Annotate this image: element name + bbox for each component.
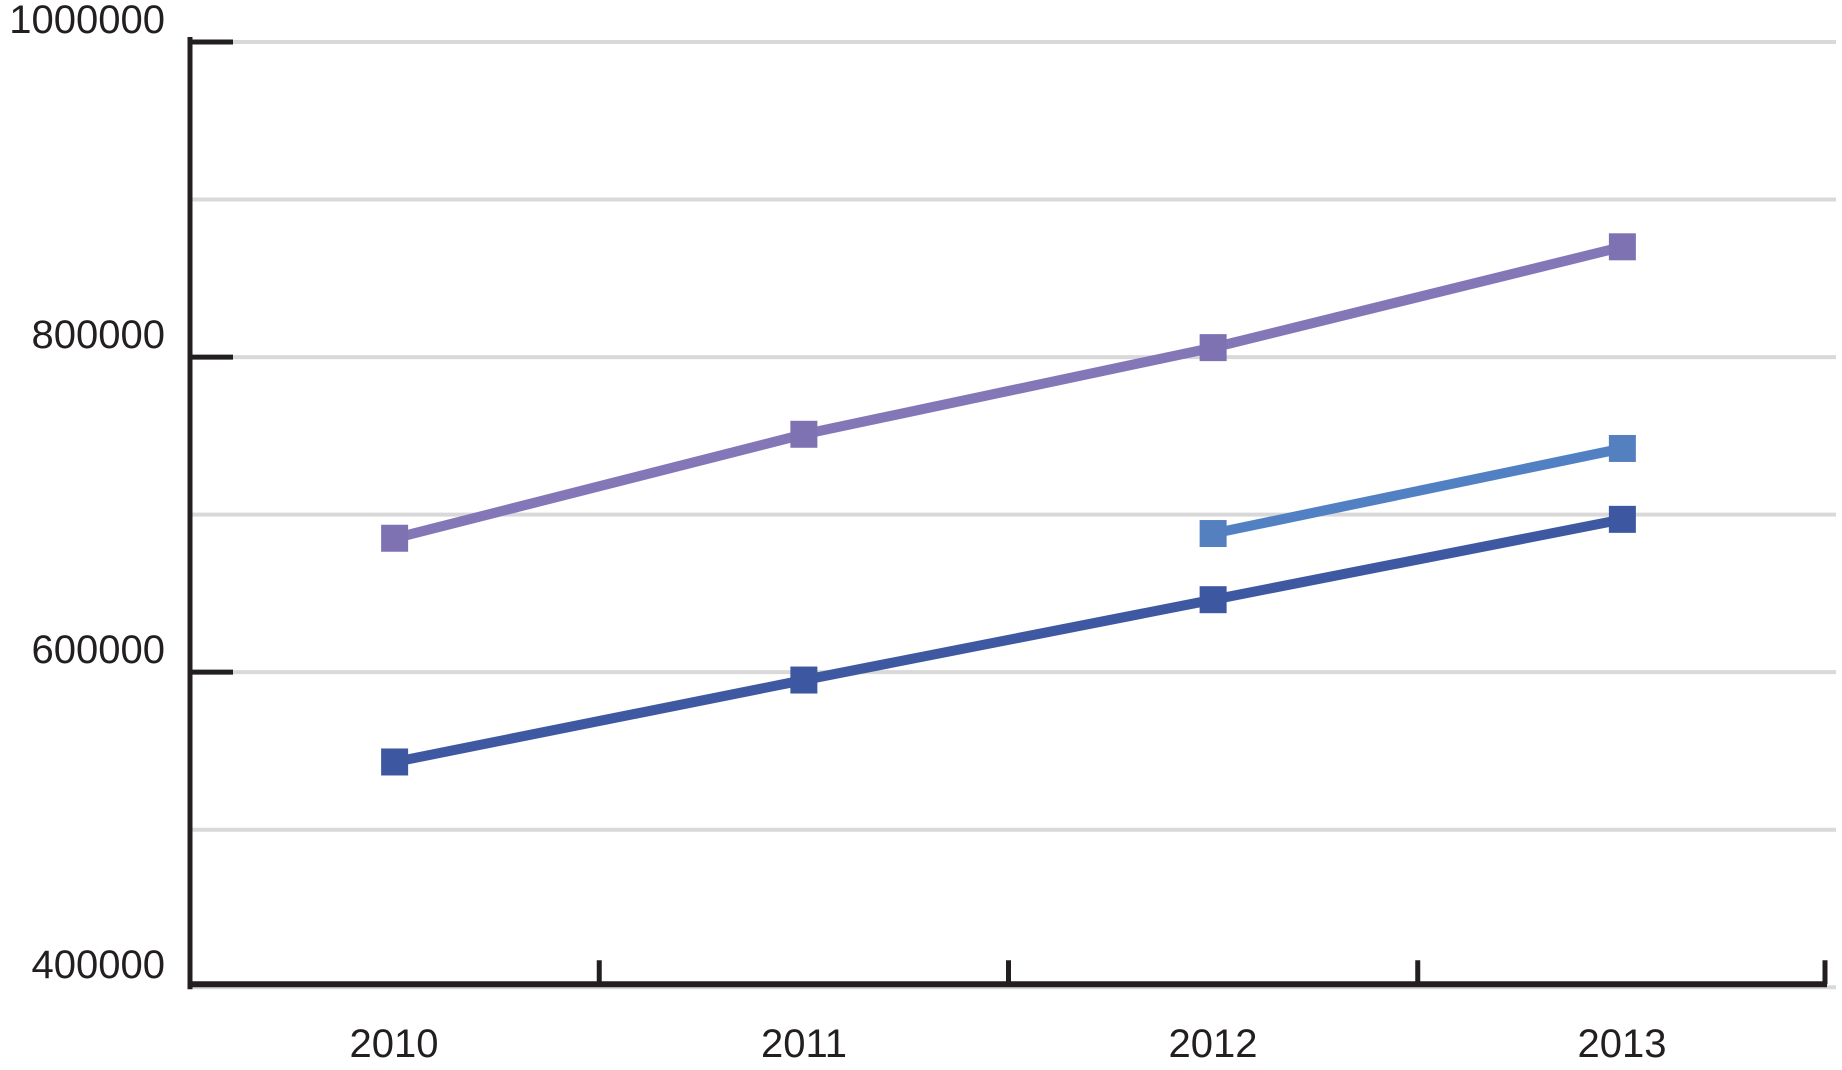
medium-blue-series-marker-2013: [1608, 434, 1636, 462]
purple-series-marker-2011: [790, 420, 818, 448]
purple-series-marker-2013: [1608, 233, 1636, 261]
y-axis-tick-label: 1000000: [9, 0, 165, 42]
purple-series-line: [393, 241, 1624, 544]
purple-series-marker-2012: [1199, 334, 1227, 362]
medium-blue-series-line: [1212, 443, 1624, 539]
y-axis-tick-label: 600000: [32, 628, 165, 672]
gridline-layer: [190, 40, 1836, 990]
medium-blue-series-marker-2012: [1199, 520, 1227, 548]
dark-blue-series-marker-2011: [790, 666, 818, 694]
x-axis-tick-label: 2010: [350, 1022, 439, 1066]
tick-layer: [188, 39, 1828, 985]
dark-blue-series: [381, 505, 1636, 776]
x-axis-tick-label: 2011: [761, 1022, 847, 1066]
dark-blue-series-marker-2012: [1199, 586, 1227, 614]
dark-blue-series-marker-2013: [1608, 505, 1636, 533]
axis-layer: [187, 37, 1827, 990]
y-axis-tick-label: 800000: [32, 313, 165, 357]
medium-blue-series: [1199, 434, 1636, 548]
dark-blue-series-marker-2010: [381, 748, 409, 776]
y-axis-tick-label: 400000: [32, 943, 165, 987]
x-axis-tick-label: 2013: [1578, 1022, 1667, 1066]
x-axis-tick-label: 2012: [1169, 1022, 1258, 1066]
purple-series: [381, 233, 1636, 552]
purple-series-marker-2010: [381, 524, 409, 552]
dark-blue-series-line: [393, 514, 1624, 767]
series-layer: [381, 233, 1636, 776]
